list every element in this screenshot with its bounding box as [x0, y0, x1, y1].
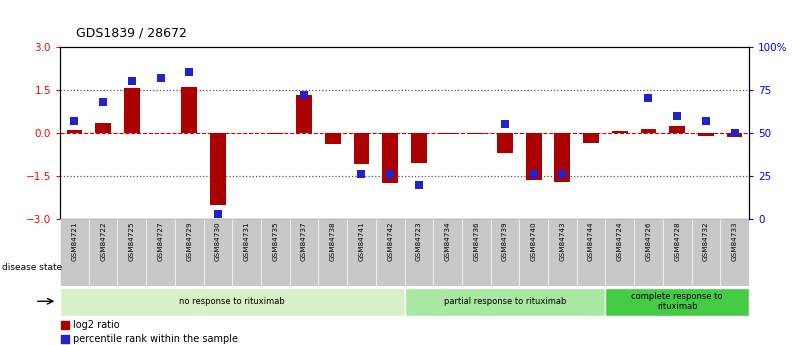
Text: GSM84722: GSM84722 — [100, 221, 106, 261]
Point — [355, 171, 368, 177]
Text: GDS1839 / 28672: GDS1839 / 28672 — [76, 27, 187, 40]
Text: log2 ratio: log2 ratio — [73, 320, 120, 330]
Point — [298, 92, 311, 98]
Bar — [89, 219, 118, 286]
Point — [154, 75, 167, 80]
Point — [126, 78, 139, 84]
Text: GSM84726: GSM84726 — [646, 221, 651, 261]
Point — [97, 99, 110, 105]
Bar — [60, 288, 405, 316]
Bar — [376, 219, 405, 286]
Bar — [411, 133, 427, 163]
Text: GSM84739: GSM84739 — [502, 221, 508, 261]
Point — [699, 118, 712, 124]
Bar — [146, 219, 175, 286]
Point — [384, 171, 396, 177]
Point — [58, 336, 71, 342]
Bar — [66, 130, 83, 133]
Text: GSM84732: GSM84732 — [703, 221, 709, 261]
Bar — [548, 219, 577, 286]
Text: percentile rank within the sample: percentile rank within the sample — [73, 334, 238, 344]
Text: GSM84741: GSM84741 — [359, 221, 364, 261]
Point — [498, 121, 511, 127]
Bar — [268, 133, 284, 134]
Point — [413, 182, 425, 187]
Bar — [318, 219, 347, 286]
Bar — [727, 133, 743, 137]
Point — [670, 113, 683, 118]
Bar — [60, 219, 89, 286]
Text: GSM84729: GSM84729 — [187, 221, 192, 261]
Bar — [232, 219, 261, 286]
Bar — [405, 288, 606, 316]
Bar — [440, 133, 456, 134]
Text: partial response to rituximab: partial response to rituximab — [444, 297, 566, 306]
Bar — [583, 133, 599, 143]
Bar — [698, 133, 714, 136]
Bar — [663, 219, 691, 286]
Bar — [634, 219, 663, 286]
Bar — [606, 288, 749, 316]
Bar — [181, 87, 197, 133]
Text: GSM84731: GSM84731 — [244, 221, 250, 261]
Text: GSM84738: GSM84738 — [330, 221, 336, 261]
Text: GSM84734: GSM84734 — [445, 221, 450, 261]
Text: disease state: disease state — [2, 263, 62, 272]
Bar — [124, 88, 139, 133]
Bar — [606, 219, 634, 286]
Text: GSM84733: GSM84733 — [731, 221, 738, 261]
Text: GSM84743: GSM84743 — [559, 221, 566, 261]
Bar — [347, 219, 376, 286]
Bar — [118, 219, 146, 286]
Bar — [382, 133, 398, 183]
Bar — [720, 219, 749, 286]
Bar — [433, 219, 462, 286]
Bar — [290, 219, 318, 286]
Bar — [691, 219, 720, 286]
Bar — [641, 128, 656, 133]
Bar — [95, 123, 111, 133]
Point — [642, 96, 655, 101]
Point — [527, 171, 540, 177]
Bar — [554, 133, 570, 182]
Text: GSM84742: GSM84742 — [387, 221, 393, 261]
Bar — [175, 219, 203, 286]
Bar — [203, 219, 232, 286]
Text: GSM84725: GSM84725 — [129, 221, 135, 261]
Point — [211, 211, 224, 217]
Text: GSM84735: GSM84735 — [272, 221, 278, 261]
Bar — [405, 219, 433, 286]
Bar — [525, 133, 541, 180]
Bar — [210, 133, 226, 205]
Text: complete response to
rituximab: complete response to rituximab — [631, 292, 723, 311]
Bar — [519, 219, 548, 286]
Point — [68, 118, 81, 124]
Bar — [490, 219, 519, 286]
Text: GSM84723: GSM84723 — [416, 221, 422, 261]
Bar — [497, 133, 513, 153]
Text: GSM84727: GSM84727 — [158, 221, 163, 261]
Bar — [353, 133, 369, 165]
Text: GSM84737: GSM84737 — [301, 221, 307, 261]
Bar — [577, 219, 606, 286]
Text: GSM84744: GSM84744 — [588, 221, 594, 261]
Text: GSM84724: GSM84724 — [617, 221, 622, 261]
Bar — [261, 219, 290, 286]
Point — [556, 171, 569, 177]
Text: GSM84740: GSM84740 — [531, 221, 537, 261]
Bar — [670, 126, 685, 133]
Bar — [296, 96, 312, 133]
Text: GSM84730: GSM84730 — [215, 221, 221, 261]
Text: GSM84736: GSM84736 — [473, 221, 479, 261]
Bar — [612, 131, 628, 133]
Point — [183, 70, 195, 75]
Point — [58, 322, 71, 328]
Bar — [462, 219, 490, 286]
Text: no response to rituximab: no response to rituximab — [179, 297, 285, 306]
Point — [728, 130, 741, 136]
Bar — [469, 133, 484, 134]
Text: GSM84721: GSM84721 — [71, 221, 78, 261]
Bar — [325, 133, 340, 144]
Text: GSM84728: GSM84728 — [674, 221, 680, 261]
